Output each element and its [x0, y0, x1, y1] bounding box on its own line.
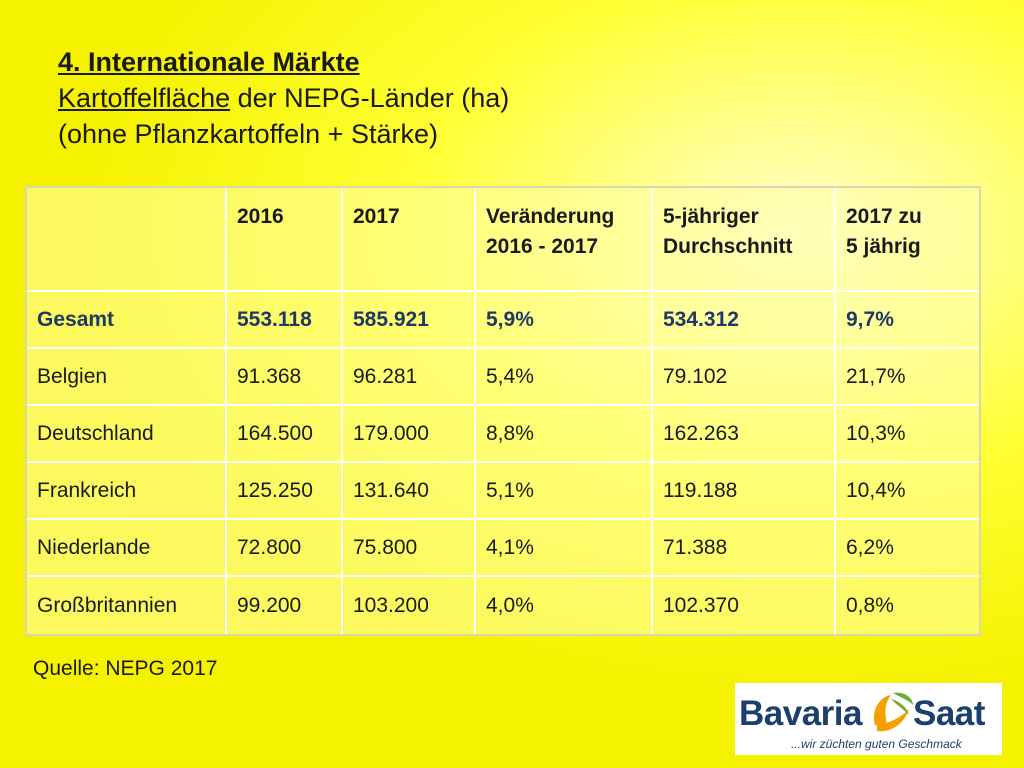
cell-2016: 72.800	[227, 520, 343, 577]
row-label: Frankreich	[27, 463, 227, 520]
cell-2017-vs-5yr: 21,7%	[836, 349, 979, 406]
logo-brand-right: Saat	[913, 694, 985, 733]
cell-change: 8,8%	[476, 406, 653, 463]
cell-5yr-avg: 534.312	[653, 292, 836, 349]
bavaria-saat-logo: Bavaria Saat ...wir züchten guten Geschm…	[735, 683, 1002, 755]
cell-2017-vs-5yr: 10,4%	[836, 463, 979, 520]
cell-2016: 91.368	[227, 349, 343, 406]
table-row-total: Gesamt 553.118 585.921 5,9% 534.312 9,7%	[27, 292, 979, 349]
cell-2017-vs-5yr: 6,2%	[836, 520, 979, 577]
leaf-swoosh-icon	[873, 692, 913, 732]
header-line: 2017 zu	[846, 205, 922, 228]
header-line: 2016 - 2017	[486, 235, 599, 258]
row-label: Belgien	[27, 349, 227, 406]
header-cell-change: Veränderung 2016 - 2017	[476, 188, 653, 292]
cell-5yr-avg: 119.188	[653, 463, 836, 520]
cell-2017-vs-5yr: 9,7%	[836, 292, 979, 349]
cell-change: 4,0%	[476, 577, 653, 634]
section-heading: 4. Internationale Märkte	[58, 47, 360, 77]
potato-area-table: 2016 2017 Veränderung 2016 - 2017 5-jähri…	[25, 186, 981, 636]
row-label: Großbritannien	[27, 577, 227, 634]
cell-2016: 553.118	[227, 292, 343, 349]
row-label: Gesamt	[27, 292, 227, 349]
slide-title: 4. Internationale Märkte Kartoffelfläche…	[58, 44, 509, 152]
header-cell-2017: 2017	[343, 188, 476, 292]
cell-change: 5,1%	[476, 463, 653, 520]
subtitle-note: (ohne Pflanzkartoffeln + Stärke)	[58, 119, 438, 149]
header-cell-empty	[27, 188, 227, 292]
row-label: Niederlande	[27, 520, 227, 577]
subtitle-underlined: Kartoffelfläche	[58, 83, 231, 113]
cell-2017-vs-5yr: 0,8%	[846, 593, 894, 617]
cell-2016: 125.250	[227, 463, 343, 520]
cell-2017: 75.800	[343, 520, 476, 577]
cell-2017-vs-5yr: 10,3%	[836, 406, 979, 463]
table-header-row: 2016 2017 Veränderung 2016 - 2017 5-jähri…	[27, 188, 979, 292]
cell-change: 5,9%	[476, 292, 653, 349]
table-row: Belgien 91.368 96.281 5,4% 79.102 21,7%	[27, 349, 979, 406]
header-line: 5-jähriger	[663, 205, 759, 228]
row-label: Deutschland	[27, 406, 227, 463]
table-row: Großbritannien 99.200 103.200 4,0% 102.3…	[27, 577, 979, 634]
cell-5yr-avg: 162.263	[653, 406, 836, 463]
logo-brand-left: Bavaria	[739, 694, 862, 733]
cell-2017: 585.921	[343, 292, 476, 349]
cell-2017: 96.281	[343, 349, 476, 406]
header-cell-5yr-avg: 5-jähriger Durchschnitt	[653, 188, 836, 292]
header-line: 5 jährig	[846, 235, 921, 258]
table-row: Niederlande 72.800 75.800 4,1% 71.388 6,…	[27, 520, 979, 577]
cell-5yr-avg: 102.370	[653, 577, 836, 634]
cell-change: 5,4%	[476, 349, 653, 406]
cell-2017: 179.000	[343, 406, 476, 463]
cell-2016: 164.500	[227, 406, 343, 463]
cell-5yr-avg: 79.102	[653, 349, 836, 406]
source-note: Quelle: NEPG 2017	[33, 657, 218, 680]
cell-change: 4,1%	[476, 520, 653, 577]
subtitle-rest: der NEPG-Länder (ha)	[230, 83, 510, 113]
header-line: Durchschnitt	[663, 235, 793, 258]
cell-2016: 99.200	[227, 577, 343, 634]
cell-2017: 131.640	[343, 463, 476, 520]
cell-5yr-avg: 71.388	[653, 520, 836, 577]
header-line: Veränderung	[486, 205, 615, 228]
table-row: Deutschland 164.500 179.000 8,8% 162.263…	[27, 406, 979, 463]
header-cell-2016: 2016	[227, 188, 343, 292]
subtitle-line: Kartoffelfläche der NEPG-Länder (ha)	[58, 80, 509, 116]
cell-2017: 103.200	[343, 577, 476, 634]
logo-slogan: ...wir züchten guten Geschmack	[791, 737, 962, 751]
table-row: Frankreich 125.250 131.640 5,1% 119.188 …	[27, 463, 979, 520]
header-cell-2017-vs-5yr: 2017 zu 5 jährig	[836, 188, 979, 292]
